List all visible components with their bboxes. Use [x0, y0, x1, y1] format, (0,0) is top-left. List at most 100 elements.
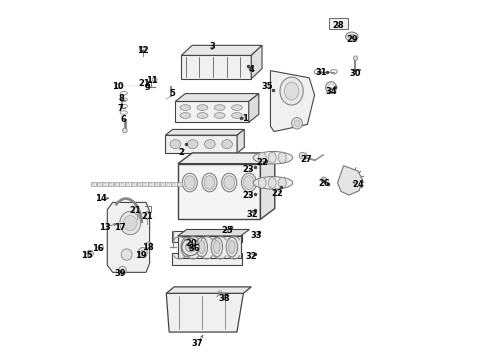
Text: 14: 14 — [95, 194, 107, 203]
Ellipse shape — [269, 152, 276, 163]
Bar — [97, 182, 102, 186]
Text: 20: 20 — [185, 239, 197, 248]
Polygon shape — [178, 164, 260, 219]
Text: 22: 22 — [256, 158, 268, 167]
Text: 23: 23 — [242, 190, 254, 199]
Ellipse shape — [214, 105, 225, 111]
Text: 39: 39 — [115, 269, 126, 278]
Text: 36: 36 — [188, 244, 200, 253]
Polygon shape — [178, 229, 249, 236]
Text: 26: 26 — [318, 179, 330, 188]
Bar — [148, 182, 153, 186]
Polygon shape — [237, 130, 245, 153]
Ellipse shape — [253, 152, 293, 164]
Text: 3: 3 — [209, 42, 215, 51]
Ellipse shape — [183, 240, 190, 253]
Text: 29: 29 — [346, 35, 358, 44]
Text: 22: 22 — [271, 189, 283, 198]
Text: 2: 2 — [178, 148, 184, 157]
Ellipse shape — [232, 113, 243, 118]
Bar — [114, 182, 119, 186]
Polygon shape — [175, 94, 259, 102]
Polygon shape — [249, 94, 259, 122]
Ellipse shape — [349, 34, 355, 39]
Ellipse shape — [188, 245, 193, 249]
Ellipse shape — [123, 216, 137, 230]
Ellipse shape — [122, 128, 127, 133]
Ellipse shape — [120, 211, 141, 235]
Polygon shape — [166, 135, 237, 153]
Ellipse shape — [345, 32, 358, 41]
Polygon shape — [107, 202, 149, 273]
Polygon shape — [166, 293, 244, 332]
Polygon shape — [172, 231, 243, 242]
Ellipse shape — [226, 237, 238, 257]
Bar — [125, 182, 131, 186]
Polygon shape — [260, 153, 275, 219]
Ellipse shape — [138, 247, 147, 257]
Text: 19: 19 — [135, 251, 147, 260]
Ellipse shape — [214, 240, 220, 253]
Ellipse shape — [285, 82, 299, 100]
Polygon shape — [181, 45, 262, 55]
Text: 33: 33 — [250, 231, 262, 240]
Polygon shape — [338, 166, 363, 195]
Bar — [177, 182, 182, 186]
Text: 38: 38 — [219, 294, 230, 303]
Bar — [131, 182, 136, 186]
Ellipse shape — [202, 173, 217, 192]
Text: 18: 18 — [142, 243, 153, 252]
Bar — [166, 182, 171, 186]
Ellipse shape — [180, 105, 191, 111]
Ellipse shape — [353, 56, 358, 60]
Text: 21: 21 — [142, 212, 153, 221]
Text: 10: 10 — [112, 82, 123, 91]
Text: 13: 13 — [98, 223, 110, 232]
Bar — [137, 182, 142, 186]
Ellipse shape — [204, 176, 215, 189]
Ellipse shape — [180, 113, 191, 118]
Text: 8: 8 — [119, 94, 124, 103]
Ellipse shape — [242, 173, 256, 192]
Text: 34: 34 — [326, 86, 338, 95]
Ellipse shape — [182, 173, 197, 192]
Ellipse shape — [122, 249, 132, 260]
Bar — [171, 182, 176, 186]
Text: 16: 16 — [92, 244, 104, 253]
Text: 12: 12 — [137, 46, 148, 55]
Bar — [154, 182, 159, 186]
Text: 27: 27 — [301, 155, 313, 164]
Ellipse shape — [145, 211, 150, 219]
Text: 32: 32 — [246, 210, 258, 219]
Bar — [120, 182, 125, 186]
Ellipse shape — [258, 152, 266, 163]
Ellipse shape — [170, 140, 181, 149]
Text: 32: 32 — [245, 252, 257, 261]
Polygon shape — [172, 253, 243, 265]
Text: 21: 21 — [138, 80, 150, 89]
Bar — [91, 182, 96, 186]
Ellipse shape — [198, 240, 205, 253]
Polygon shape — [251, 45, 262, 79]
Polygon shape — [175, 102, 249, 122]
Polygon shape — [181, 55, 251, 79]
Ellipse shape — [224, 176, 235, 189]
Text: 9: 9 — [145, 83, 150, 92]
Text: 37: 37 — [192, 339, 203, 348]
Text: 6: 6 — [120, 115, 126, 124]
Ellipse shape — [196, 237, 208, 257]
Ellipse shape — [278, 177, 286, 188]
Ellipse shape — [197, 105, 208, 111]
Ellipse shape — [278, 152, 286, 163]
Bar — [160, 182, 165, 186]
Text: 25: 25 — [221, 226, 233, 235]
Ellipse shape — [221, 173, 237, 192]
Ellipse shape — [184, 176, 195, 189]
Ellipse shape — [294, 120, 300, 127]
Text: 4: 4 — [248, 65, 254, 74]
Text: 1: 1 — [242, 114, 248, 123]
Ellipse shape — [141, 250, 145, 255]
Ellipse shape — [229, 240, 235, 253]
Polygon shape — [166, 130, 245, 135]
Text: 30: 30 — [350, 69, 361, 78]
